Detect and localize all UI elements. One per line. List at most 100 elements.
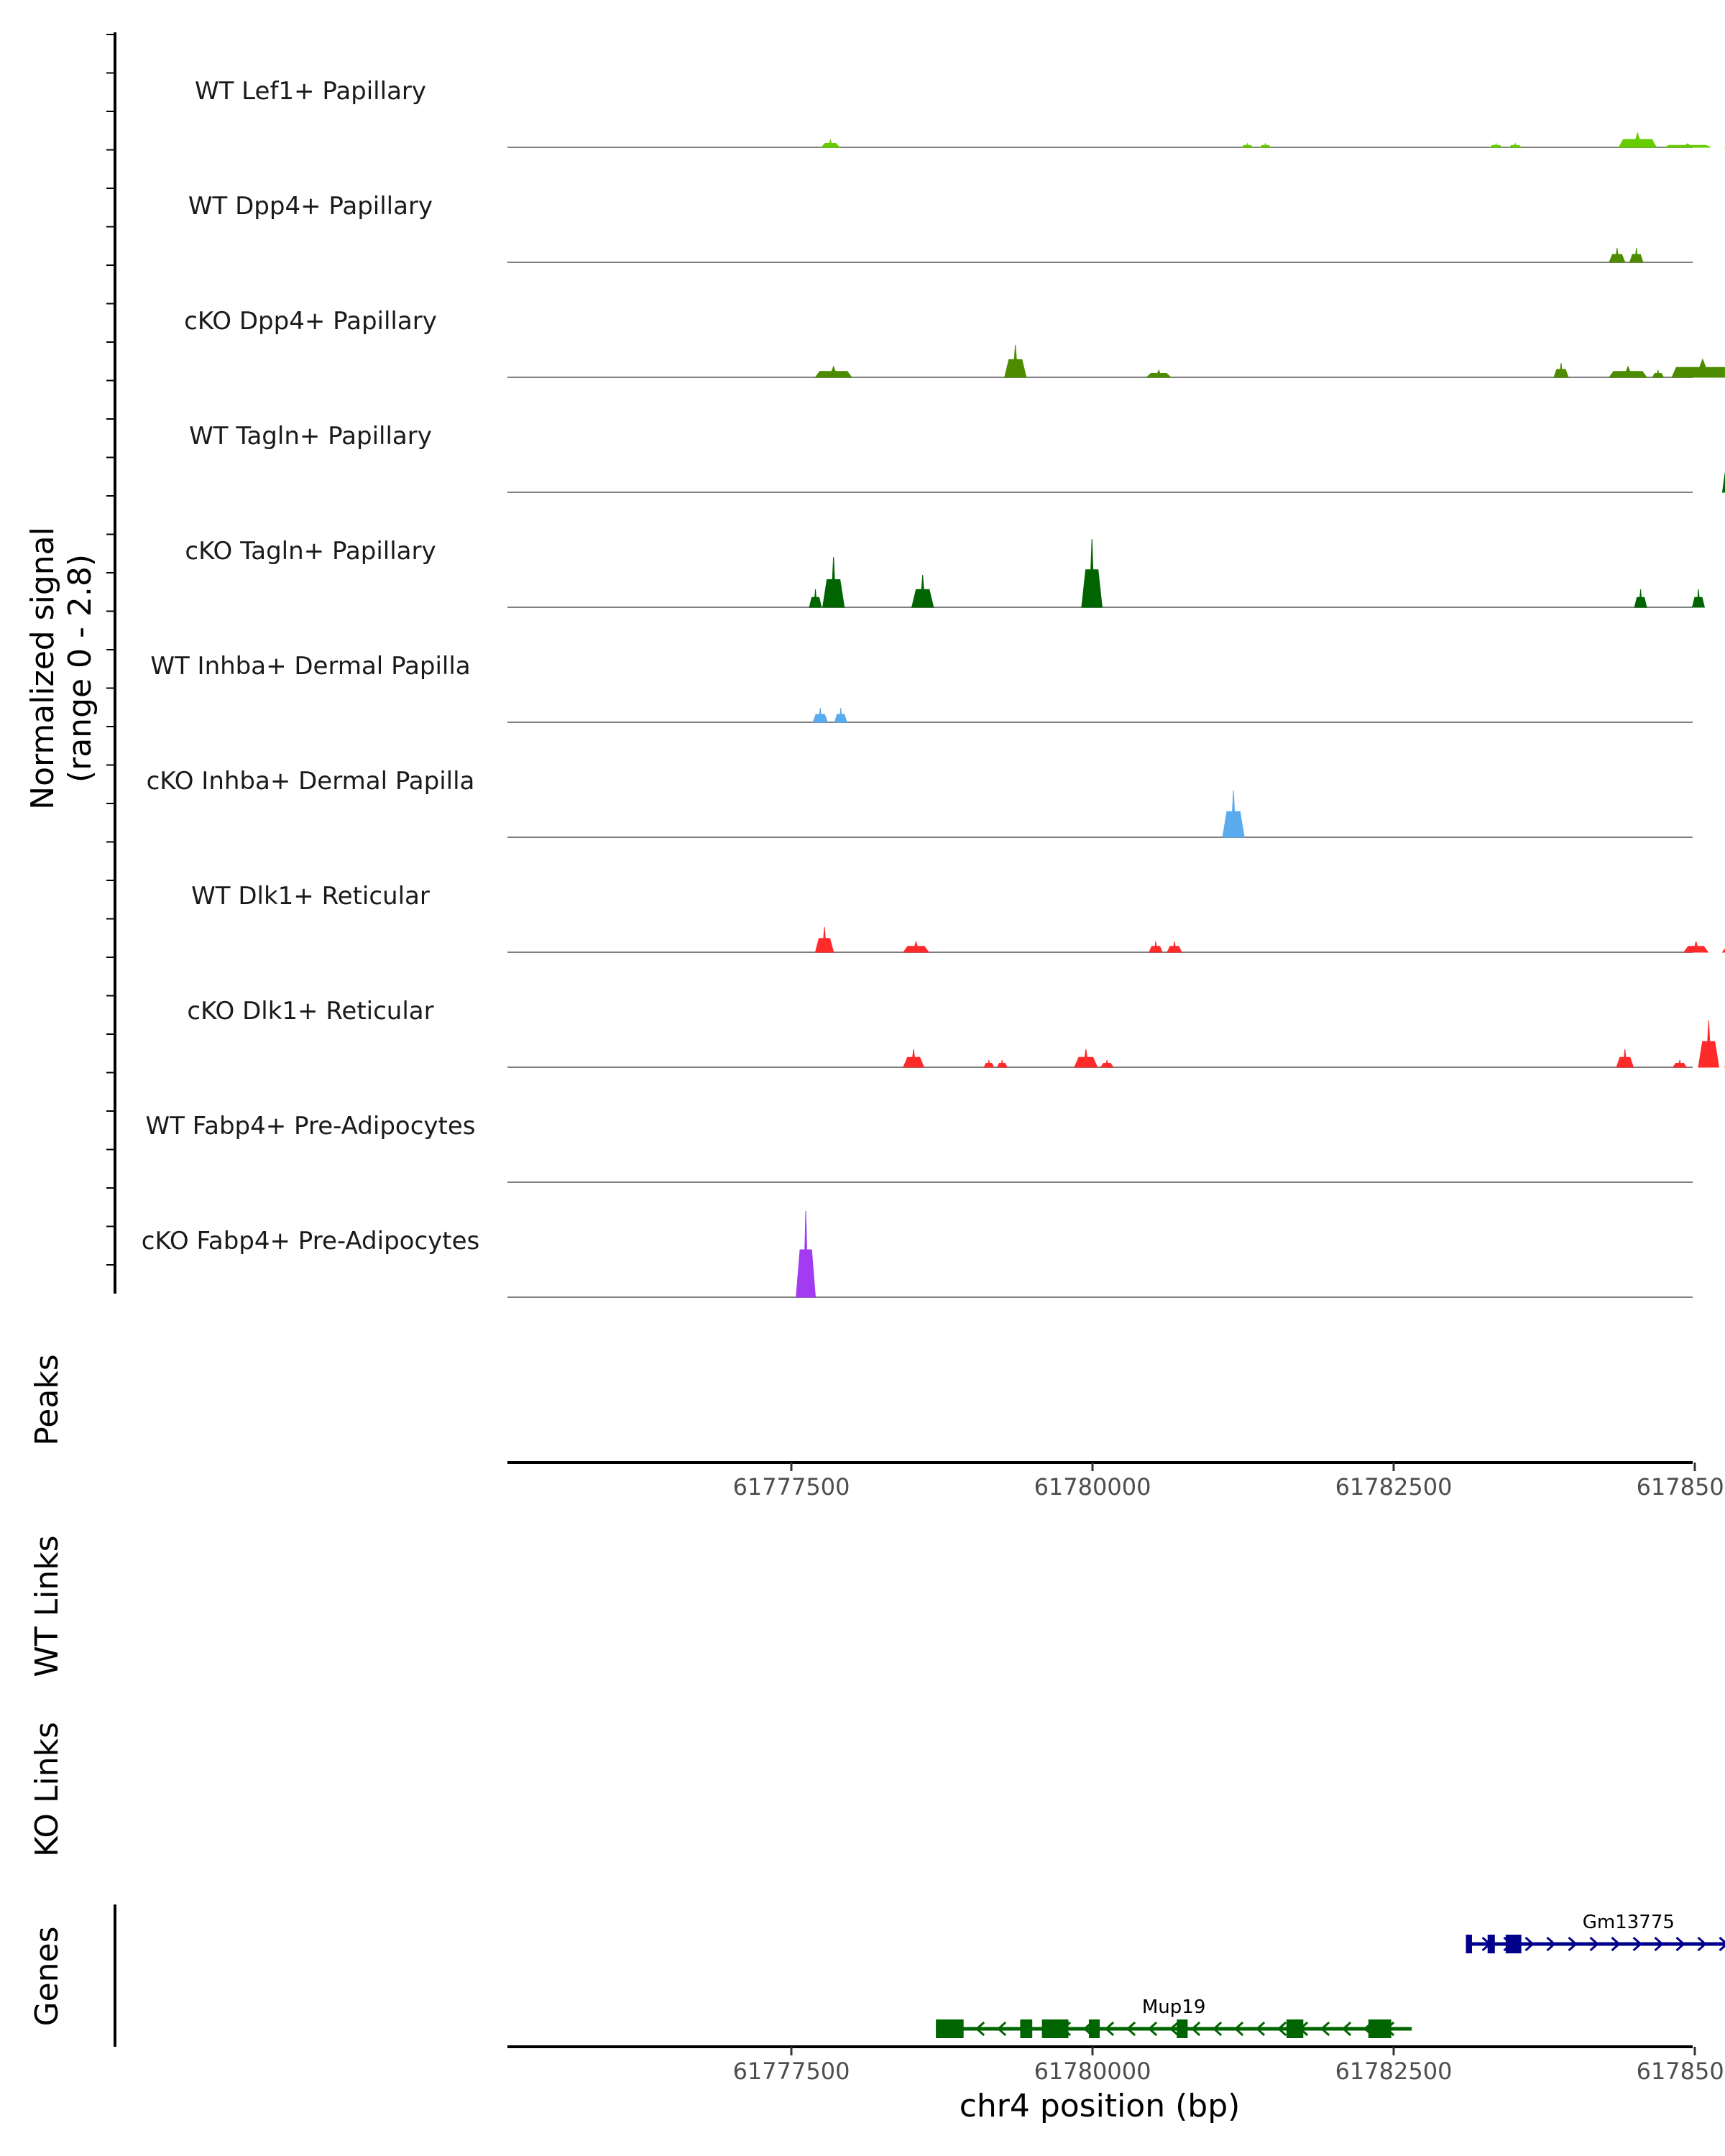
strand-arrow <box>1169 2021 1179 2037</box>
x-tick-label: 61777500 <box>733 1473 850 1501</box>
track-label: cKO Tagln+ Papillary <box>185 537 436 566</box>
track-label: cKO Inhba+ Dermal Papilla <box>147 767 475 796</box>
coverage-peak <box>1652 369 1665 378</box>
coverage-peak <box>1671 358 1725 378</box>
coverage-peak <box>1618 132 1657 148</box>
track-4: cKO Tagln+ Papillary <box>185 537 1706 608</box>
track-1: WT Dpp4+ Papillary <box>188 192 1693 263</box>
strand-arrow <box>1341 2021 1352 2037</box>
coverage-peak <box>1146 369 1172 378</box>
coverage-peak <box>814 926 834 953</box>
strand-arrow <box>1255 2021 1266 2037</box>
coverage-peak <box>1553 362 1569 378</box>
coverage-peak <box>903 1049 925 1068</box>
strand-arrow <box>1126 2021 1136 2037</box>
signal-axis-title: Normalized signal (range 0 - 2.8) <box>24 527 98 810</box>
strand-arrow <box>1611 1936 1621 1952</box>
track-0: WT Lef1+ Papillary <box>195 77 1725 148</box>
x-tick-label: 61780000 <box>1034 1473 1151 1501</box>
coverage-tracks: WT Lef1+ Papillary WT Dpp4+ Papillary cKO … <box>142 77 1725 1298</box>
gene-label: Gm13775 <box>1583 1912 1675 1933</box>
coverage-peak <box>812 707 829 723</box>
coverage-peak <box>1629 247 1644 263</box>
track-label: WT Dpp4+ Papillary <box>188 192 433 221</box>
strand-arrow <box>1276 2021 1287 2037</box>
track-label: WT Tagln+ Papillary <box>189 422 432 451</box>
coverage-peak <box>1634 589 1647 608</box>
track-9: WT Fabp4+ Pre-Adipocytes <box>146 1112 1693 1183</box>
x-tick-label: 61780000 <box>1034 2058 1151 2085</box>
coverage-peak <box>996 1059 1008 1068</box>
coverage-peak <box>1167 941 1182 953</box>
track-7: WT Dlk1+ Reticular <box>191 882 1725 953</box>
coverage-peak <box>1691 589 1706 608</box>
strand-arrow <box>1233 2021 1244 2037</box>
coverage-peak <box>1698 1020 1720 1068</box>
strand-arrow <box>1320 2021 1330 2037</box>
gene-annotations: Gm13775 Mup19 <box>936 1912 1725 2038</box>
x-tick-label: 61785000 <box>1637 1473 1725 1501</box>
strand-arrow <box>1697 1936 1707 1952</box>
track-2: cKO Dpp4+ Papillary <box>184 307 1725 378</box>
strand-arrow <box>1654 1936 1664 1952</box>
strand-arrow <box>1104 2021 1115 2037</box>
strand-arrow <box>1524 1936 1535 1952</box>
coverage-peak <box>1664 143 1711 148</box>
strand-arrow <box>1589 1936 1599 1952</box>
coverage-peak <box>796 1210 816 1298</box>
track-label: WT Fabp4+ Pre-Adipocytes <box>146 1112 476 1141</box>
strand-arrow <box>1675 1936 1685 1952</box>
track-label: WT Dlk1+ Reticular <box>191 882 430 911</box>
coverage-peak <box>1672 1059 1688 1068</box>
track-label: cKO Dpp4+ Papillary <box>184 307 437 336</box>
coverage-peak <box>1721 948 1725 953</box>
coverage-peak <box>1489 142 1504 148</box>
x-axis-title: chr4 position (bp) <box>960 2088 1241 2124</box>
coverage-peak <box>814 365 852 378</box>
coverage-peak <box>911 574 934 608</box>
strand-arrow <box>1632 1936 1642 1952</box>
coverage-peak <box>820 139 841 148</box>
coverage-peak <box>822 556 845 608</box>
wt-links-track-label: WT Links <box>29 1535 65 1677</box>
genes-track-label: Genes <box>29 1926 65 2026</box>
strand-arrow <box>1719 1936 1725 1952</box>
coverage-peak <box>1609 247 1626 263</box>
coverage-peak <box>1074 1049 1098 1068</box>
exon <box>936 2019 964 2038</box>
track-3: WT Tagln+ Papillary <box>189 422 1725 493</box>
ko-links-track-label: KO Links <box>29 1722 65 1857</box>
strand-arrow <box>1212 2021 1223 2037</box>
track-6: cKO Inhba+ Dermal Papilla <box>147 767 1693 838</box>
x-tick-label: 61777500 <box>733 2058 850 2085</box>
x-tick-label: 61782500 <box>1335 2058 1453 2085</box>
exon <box>1505 1935 1522 1953</box>
coverage-peak <box>809 589 822 608</box>
gene-Gm13775: Gm13775 <box>1466 1912 1725 1953</box>
strand-arrow <box>1546 1936 1556 1952</box>
track-5: WT Inhba+ Dermal Papilla <box>150 652 1693 723</box>
track-label: WT Lef1+ Papillary <box>195 77 426 106</box>
exon <box>1286 2019 1304 2038</box>
exon <box>1466 1935 1472 1953</box>
exon <box>1487 1935 1495 1953</box>
strand-arrow <box>996 2021 1007 2037</box>
track-label: cKO Fabp4+ Pre-Adipocytes <box>142 1227 480 1256</box>
coverage-peak <box>1149 941 1163 953</box>
exon <box>1041 2019 1069 2038</box>
coverage-peak <box>1259 142 1272 148</box>
gene-Mup19: Mup19 <box>936 1996 1412 2038</box>
signal-axis-title-line-1: Normalized signal <box>24 527 61 810</box>
strand-arrow <box>1190 2021 1201 2037</box>
gene-label: Mup19 <box>1142 1996 1206 2018</box>
coverage-peak <box>902 941 930 953</box>
coverage-peak <box>1609 365 1647 378</box>
exon <box>1177 2019 1188 2038</box>
track-label: WT Inhba+ Dermal Papilla <box>150 652 470 681</box>
coverage-peak <box>1222 790 1245 838</box>
coverage-peak <box>1616 1049 1634 1068</box>
coverage-peak <box>1081 538 1103 608</box>
genes-x-axis-ticks: 61777500 61780000 61782500 61785000 <box>733 2047 1725 2085</box>
exon <box>1020 2019 1033 2038</box>
x-tick-label: 61785000 <box>1637 2058 1725 2085</box>
